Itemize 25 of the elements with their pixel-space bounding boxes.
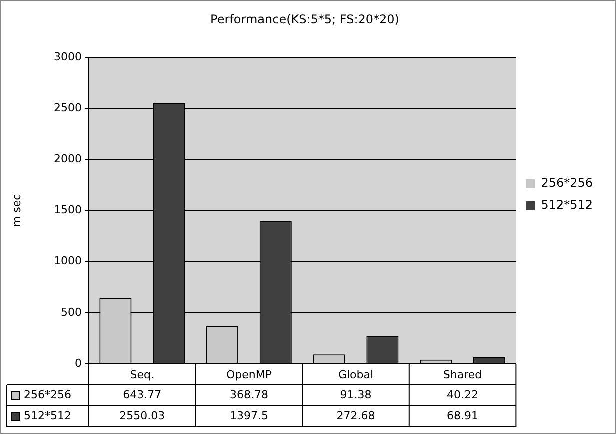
legend-label: 256*256 xyxy=(24,388,72,402)
y-tick-label: 3000 xyxy=(54,50,82,64)
x-tick-label: Global xyxy=(338,368,374,382)
y-tick-label: 2500 xyxy=(54,101,82,114)
y-tick-label: 500 xyxy=(61,306,82,319)
data-label: 368.78 xyxy=(230,388,268,402)
data-label: 68.91 xyxy=(447,409,479,422)
x-tick-label: Seq. xyxy=(130,368,155,382)
data-label: 272.68 xyxy=(336,409,376,422)
x-tick-label: OpenMP xyxy=(226,368,272,382)
x-tick-label: Shared xyxy=(443,368,482,382)
y-tick-label: 2000 xyxy=(54,152,82,166)
y-tick-label: 1000 xyxy=(54,254,82,268)
y-tick-label: 1500 xyxy=(54,204,82,217)
data-label: 1397.5 xyxy=(230,409,268,422)
data-label: 643.77 xyxy=(123,388,162,402)
y-tick-label: 0 xyxy=(75,356,82,370)
text: 256*256 xyxy=(541,176,594,190)
data-label: 91.38 xyxy=(340,388,372,402)
legend-label: 512*512 xyxy=(541,198,594,212)
chart-title: Performance(KS:5*5; FS:20*20) xyxy=(210,12,400,26)
data-label: 40.22 xyxy=(447,388,479,402)
y-axis-title: m sec xyxy=(10,194,24,228)
data-label: 2550.03 xyxy=(120,409,166,422)
text: 512*512 xyxy=(24,409,72,422)
